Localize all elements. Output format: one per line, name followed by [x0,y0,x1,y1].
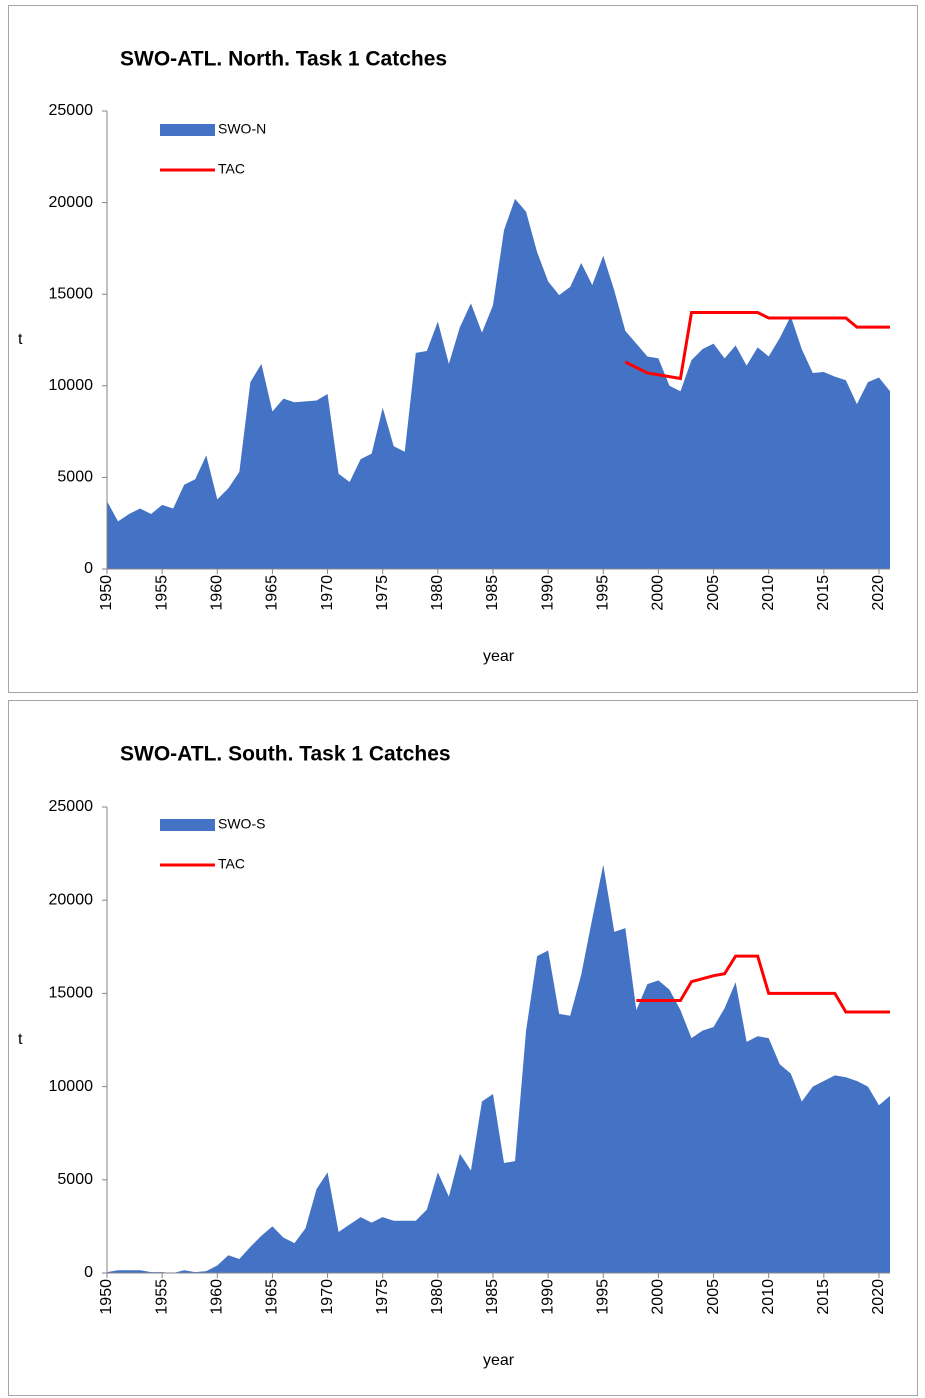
x-tick-label: 1950 [98,1279,115,1315]
line [636,954,890,1014]
x-tick-label: 1995 [594,575,611,611]
chart-title: SWO-ATL. South. Task 1 Catches [120,743,451,766]
x-tick-label: 2015 [815,575,832,611]
y-tick-label: 15000 [49,985,94,1002]
y-axis-label: t [18,1031,23,1048]
y-tick-label: 25000 [49,102,94,119]
y-tick-label: 10000 [49,1078,94,1095]
x-tick-label: 1970 [319,575,336,611]
x-tick-label: 1950 [98,575,115,611]
x-tick-label: 1955 [153,575,170,611]
x-tick-label: 1990 [539,575,556,611]
chart: SWO-ATL. North. Task 1 Catches SWO-N TAC 0 5… [8,5,918,693]
x-tick-label: 1965 [264,1279,281,1315]
area [107,864,890,1273]
x-tick-label: 1985 [484,1279,501,1315]
x-tick-label: 1975 [374,1279,391,1315]
x-tick-label: 1975 [374,575,391,611]
x-tick-label: 2015 [815,1279,832,1315]
chart-title: SWO-ATL. North. Task 1 Catches [120,48,447,71]
legend-label: SWO-S [218,816,265,832]
x-tick-label: 1985 [484,575,501,611]
legend-label: TAC [218,161,245,177]
x-tick-label: 1960 [209,575,226,611]
y-tick-label: 10000 [49,377,94,394]
x-tick-label: 2010 [760,575,777,611]
x-tick-label: 1960 [209,1279,226,1315]
x-tick-label: 2000 [650,575,667,611]
x-tick-label: 1970 [319,1279,336,1315]
x-tick-label: 2005 [705,1279,722,1315]
x-tick-label: 1980 [429,1279,446,1315]
y-tick-label: 5000 [57,469,93,486]
chart-frame [8,700,918,1396]
x-tick-label: 1980 [429,575,446,611]
x-tick-label: 1955 [153,1279,170,1315]
legend-label: SWO-N [218,121,266,137]
area [107,198,890,569]
x-tick-label: 2000 [650,1279,667,1315]
chart: SWO-ATL. South. Task 1 Catches SWO-S TAC 0 5… [8,700,918,1396]
y-axis-label: t [18,331,23,348]
legend-swatch [160,124,215,136]
x-tick-label: 2020 [870,1279,887,1315]
y-tick-label: 20000 [49,891,94,908]
x-tick-label: 1995 [594,1279,611,1315]
line [624,311,890,381]
legend-label: TAC [218,856,245,872]
y-tick-label: 25000 [49,798,94,815]
x-tick-label: 1990 [539,1279,556,1315]
x-axis-label: year [483,1352,515,1369]
legend-swatch [160,819,215,831]
x-axis-label: year [483,648,515,665]
y-tick-label: 0 [84,560,93,577]
x-tick-label: 2005 [705,575,722,611]
y-tick-label: 5000 [57,1171,93,1188]
x-tick-label: 2010 [760,1279,777,1315]
x-tick-label: 1965 [264,575,281,611]
x-tick-label: 2020 [870,575,887,611]
y-tick-label: 20000 [49,194,94,211]
y-tick-label: 15000 [49,285,94,302]
y-tick-label: 0 [84,1264,93,1281]
